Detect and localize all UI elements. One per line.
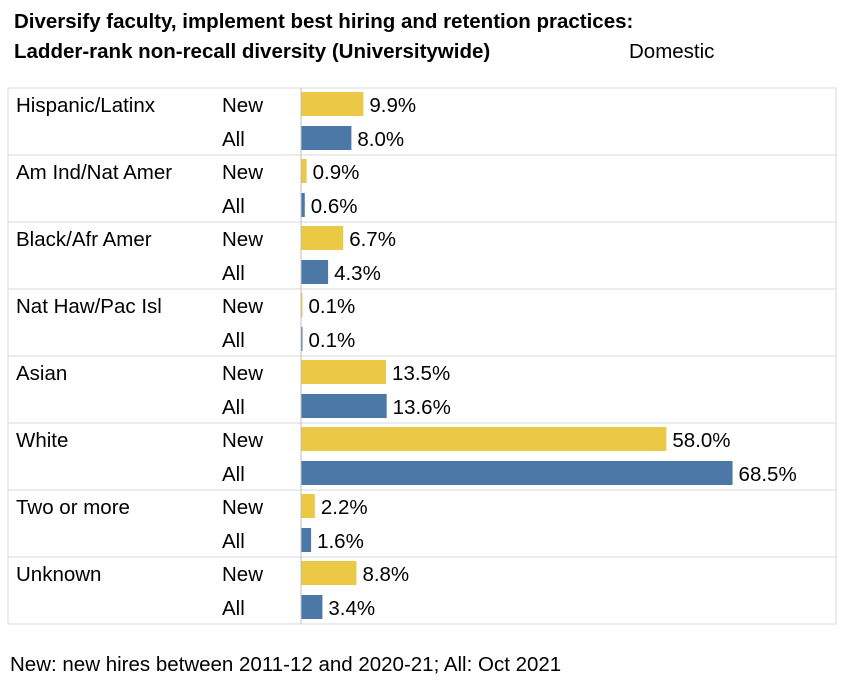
category-label-black-afr-amer: Black/Afr Amer bbox=[16, 228, 152, 251]
data-label-asian-all: 13.6% bbox=[393, 396, 451, 419]
series-label-all: All bbox=[222, 463, 245, 486]
bar-am-ind-nat-amer-all bbox=[301, 193, 305, 217]
chart-title-line-1: Diversify faculty, implement best hiring… bbox=[14, 10, 634, 33]
series-label-new: New bbox=[222, 362, 263, 385]
bar-hispanic-latinx-new bbox=[301, 92, 364, 116]
bar-black-afr-amer-all bbox=[301, 260, 329, 284]
data-label-white-new: 58.0% bbox=[672, 429, 730, 452]
bar-white-all bbox=[301, 461, 733, 485]
data-label-am-ind-nat-amer-new: 0.9% bbox=[313, 161, 360, 184]
series-label-new: New bbox=[222, 429, 263, 452]
category-label-hispanic-latinx: Hispanic/Latinx bbox=[16, 94, 156, 117]
series-label-new: New bbox=[222, 228, 263, 251]
data-label-white-all: 68.5% bbox=[739, 463, 797, 486]
series-label-all: All bbox=[222, 262, 245, 285]
bar-hispanic-latinx-all bbox=[301, 126, 352, 150]
series-label-all: All bbox=[222, 128, 245, 151]
series-label-all: All bbox=[222, 195, 245, 218]
bar-unknown-all bbox=[301, 595, 323, 619]
data-label-nat-haw-pac-isl-new: 0.1% bbox=[309, 295, 356, 318]
series-label-all: All bbox=[222, 597, 245, 620]
series-label-all: All bbox=[222, 329, 245, 352]
series-label-all: All bbox=[222, 396, 245, 419]
data-label-two-or-more-new: 2.2% bbox=[321, 496, 368, 519]
category-label-two-or-more: Two or more bbox=[16, 496, 130, 519]
data-label-two-or-more-all: 1.6% bbox=[317, 530, 364, 553]
chart-subtitle: Domestic bbox=[629, 40, 715, 63]
bar-asian-new bbox=[301, 360, 387, 384]
data-label-unknown-all: 3.4% bbox=[328, 597, 375, 620]
data-label-hispanic-latinx-all: 8.0% bbox=[357, 128, 404, 151]
category-label-asian: Asian bbox=[16, 362, 67, 385]
data-label-nat-haw-pac-isl-all: 0.1% bbox=[309, 329, 356, 352]
category-label-white: White bbox=[16, 429, 68, 452]
category-label-unknown: Unknown bbox=[16, 563, 101, 586]
bar-unknown-new bbox=[301, 561, 357, 585]
bar-two-or-more-all bbox=[301, 528, 312, 552]
series-label-new: New bbox=[222, 496, 263, 519]
bar-am-ind-nat-amer-new bbox=[301, 159, 307, 183]
series-label-new: New bbox=[222, 161, 263, 184]
bar-black-afr-amer-new bbox=[301, 226, 344, 250]
data-label-asian-new: 13.5% bbox=[392, 362, 450, 385]
bar-white-new bbox=[301, 427, 667, 451]
bar-asian-all bbox=[301, 394, 387, 418]
bar-nat-haw-pac-isl-new bbox=[301, 293, 303, 317]
data-label-unknown-new: 8.8% bbox=[362, 563, 409, 586]
series-label-new: New bbox=[222, 94, 263, 117]
data-label-hispanic-latinx-new: 9.9% bbox=[369, 94, 416, 117]
data-label-black-afr-amer-all: 4.3% bbox=[334, 262, 381, 285]
chart-title-line-2: Ladder-rank non-recall diversity (Univer… bbox=[14, 40, 491, 63]
category-label-nat-haw-pac-isl: Nat Haw/Pac Isl bbox=[16, 295, 162, 318]
series-label-new: New bbox=[222, 563, 263, 586]
chart-footnote: New: new hires between 2011-12 and 2020-… bbox=[10, 653, 562, 676]
bar-nat-haw-pac-isl-all bbox=[301, 327, 303, 351]
bar-two-or-more-new bbox=[301, 494, 315, 518]
category-label-am-ind-nat-amer: Am Ind/Nat Amer bbox=[16, 161, 172, 184]
series-label-new: New bbox=[222, 295, 263, 318]
series-label-all: All bbox=[222, 530, 245, 553]
data-label-am-ind-nat-amer-all: 0.6% bbox=[311, 195, 358, 218]
data-label-black-afr-amer-new: 6.7% bbox=[349, 228, 396, 251]
